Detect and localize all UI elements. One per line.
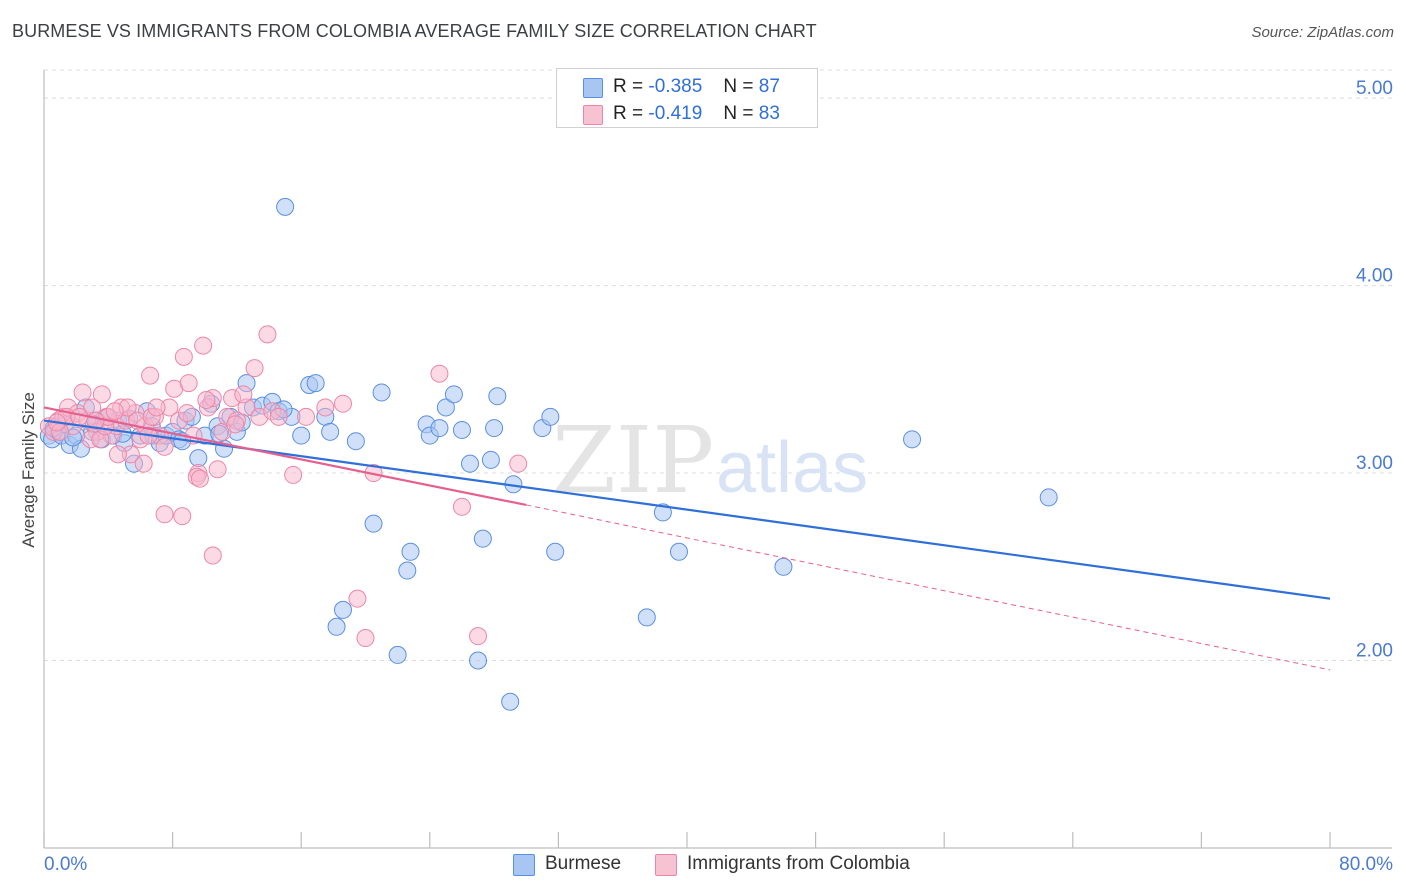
legend-swatch-burmese — [583, 78, 603, 98]
data-point-colombia — [73, 383, 92, 402]
data-point-colombia — [105, 402, 124, 421]
trend-lines — [43, 406, 1331, 671]
data-point-burmese — [430, 419, 449, 438]
legend-n-value-burmese: 87 — [758, 76, 780, 97]
data-point-burmese — [469, 651, 488, 670]
legend: R = -0.385 N = 87 R = -0.419 N = 83 — [556, 68, 818, 128]
colombia-points — [39, 325, 528, 648]
data-point-burmese — [436, 398, 455, 417]
legend-r-value-colombia: -0.419 — [648, 103, 703, 124]
data-point-colombia — [245, 359, 264, 378]
x-tick-label-min: 0.0% — [44, 854, 87, 875]
data-point-colombia — [469, 627, 488, 646]
data-point-colombia — [348, 589, 367, 608]
data-point-colombia — [178, 404, 197, 423]
data-point-burmese — [488, 387, 507, 406]
legend-r-label: R = — [613, 76, 644, 97]
data-point-colombia — [92, 385, 111, 404]
data-point-colombia — [226, 415, 245, 434]
data-point-burmese — [637, 608, 656, 627]
data-point-colombia — [269, 407, 288, 426]
data-point-burmese — [501, 692, 520, 711]
data-point-burmese — [460, 454, 479, 473]
data-point-burmese — [481, 450, 500, 469]
tick-labels: 2.00 3.00 4.00 5.00 0.0% 80.0% — [44, 78, 1393, 875]
data-point-burmese — [292, 426, 311, 445]
data-point-colombia — [509, 454, 528, 473]
data-point-colombia — [430, 364, 449, 383]
data-point-colombia — [258, 325, 277, 344]
legend-n-label: N = — [723, 76, 754, 97]
data-point-burmese — [388, 645, 407, 664]
legend-swatch-colombia — [583, 105, 603, 125]
legend-r-label: R = — [613, 103, 644, 124]
y-axis-title: Average Family Size — [19, 392, 38, 548]
data-point-burmese — [276, 197, 295, 216]
data-point-colombia — [452, 497, 471, 516]
data-point-colombia — [147, 398, 166, 417]
data-point-colombia — [155, 505, 174, 524]
data-point-colombia — [197, 390, 216, 409]
trend-line-colombia-extension — [526, 504, 1331, 671]
trend-line-colombia — [43, 406, 527, 507]
data-point-burmese — [485, 419, 504, 438]
watermark-zip: ZIP — [552, 407, 714, 514]
x-tick-label-max: 80.0% — [1339, 854, 1393, 875]
data-point-colombia — [141, 366, 160, 385]
data-point-burmese — [372, 383, 391, 402]
data-point-colombia — [173, 507, 192, 526]
data-point-burmese — [306, 374, 325, 393]
data-point-burmese — [333, 600, 352, 619]
watermark-atlas: atlas — [716, 428, 868, 508]
data-point-colombia — [208, 460, 227, 479]
data-point-colombia — [284, 465, 303, 484]
data-point-burmese — [189, 449, 208, 468]
data-point-burmese — [546, 542, 565, 561]
y-tick-label: 4.00 — [1356, 266, 1393, 287]
source-label: Source: ZipAtlas.com — [1251, 24, 1394, 41]
data-point-burmese — [364, 514, 383, 533]
y-tick-label: 3.00 — [1356, 453, 1393, 474]
data-point-colombia — [194, 336, 213, 355]
data-point-burmese — [473, 529, 492, 548]
bottom-legend-label-burmese: Burmese — [545, 853, 622, 874]
data-point-colombia — [333, 394, 352, 413]
legend-r-value-burmese: -0.385 — [648, 76, 703, 97]
data-point-burmese — [444, 385, 463, 404]
data-point-colombia — [297, 407, 316, 426]
data-point-colombia — [234, 385, 253, 404]
data-point-colombia — [179, 374, 198, 393]
data-point-colombia — [134, 454, 153, 473]
data-point-colombia — [203, 546, 222, 565]
data-point-burmese — [774, 557, 793, 576]
legend-n-label: N = — [723, 103, 754, 124]
legend-n-value-colombia: 83 — [758, 103, 780, 124]
data-point-colombia — [108, 445, 127, 464]
bottom-legend-swatch-burmese — [513, 854, 535, 876]
bottom-legend-label-colombia: Immigrants from Colombia — [687, 853, 910, 874]
data-point-burmese — [398, 561, 417, 580]
data-point-burmese — [327, 617, 346, 636]
data-point-burmese — [1039, 488, 1058, 507]
data-point-burmese — [346, 432, 365, 451]
chart-title: BURMESE VS IMMIGRANTS FROM COLOMBIA AVER… — [12, 21, 817, 41]
data-point-burmese — [541, 407, 560, 426]
data-point-colombia — [155, 437, 174, 456]
axes — [43, 70, 1392, 849]
data-point-burmese — [903, 430, 922, 449]
data-point-burmese — [653, 503, 672, 522]
y-tick-label: 5.00 — [1356, 78, 1393, 99]
data-point-colombia — [316, 398, 335, 417]
data-point-burmese — [669, 542, 688, 561]
y-tick-label: 2.00 — [1356, 641, 1393, 662]
bottom-legend-swatch-colombia — [655, 854, 677, 876]
data-point-colombia — [174, 347, 193, 366]
data-point-colombia — [190, 469, 209, 488]
data-point-colombia — [356, 629, 375, 648]
data-point-burmese — [321, 422, 340, 441]
data-point-burmese — [401, 542, 420, 561]
burmese-points — [39, 197, 1058, 711]
data-point-burmese — [452, 420, 471, 439]
